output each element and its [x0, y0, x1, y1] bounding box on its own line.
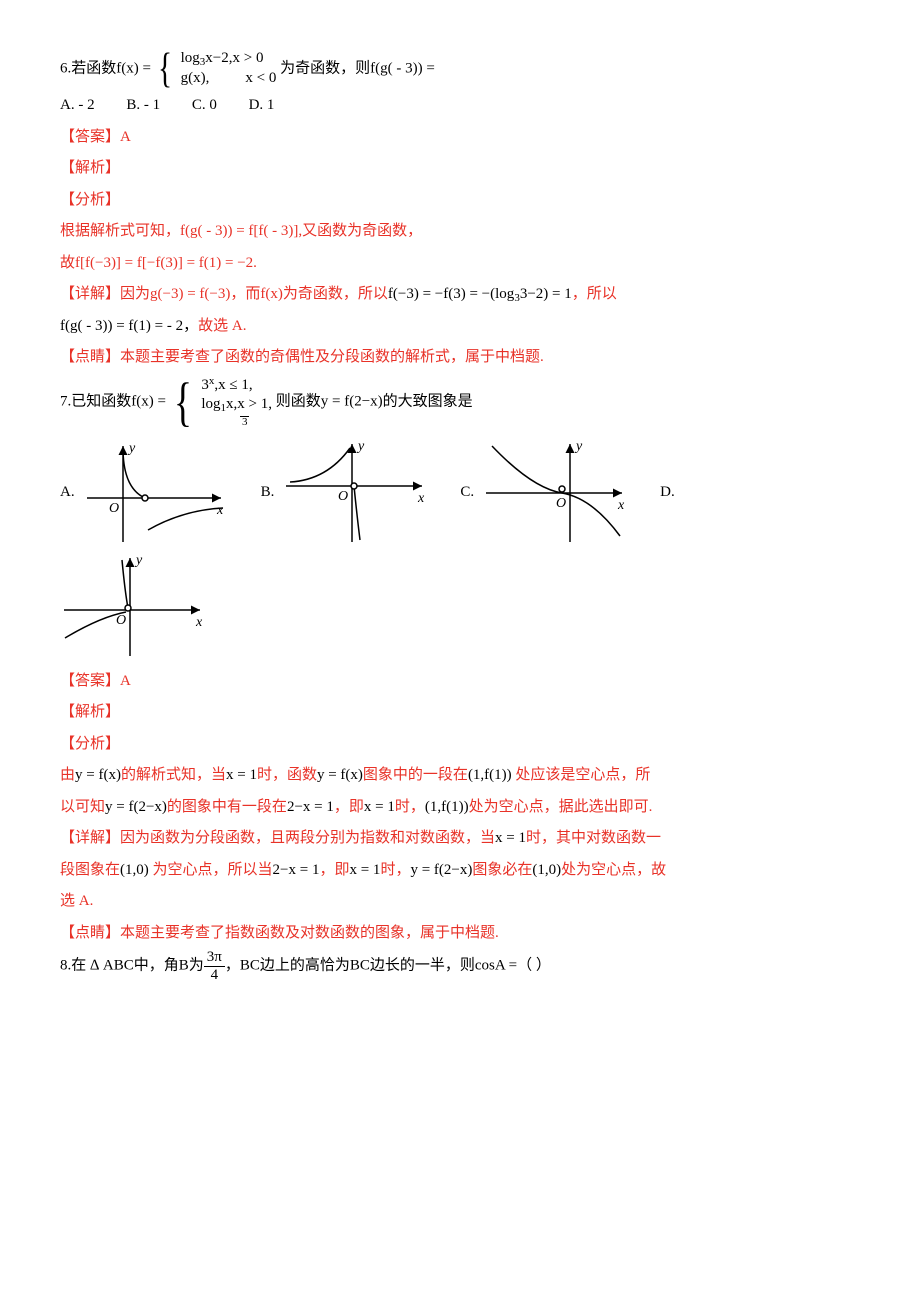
q7-dianjing: 【点睛】本题主要考查了指数函数及对数函数的图象，属于中档题.	[60, 918, 860, 950]
option-label-c: C.	[460, 477, 474, 509]
svg-text:O: O	[116, 613, 126, 628]
q8-prefix: 8.在 ∆ ABC中，角B为	[60, 958, 204, 974]
svg-text:x: x	[617, 498, 625, 513]
q7-jiexi: 【解析】	[60, 697, 860, 729]
plot-c: y x O	[482, 438, 632, 548]
q6-option-d: D. 1	[249, 97, 275, 113]
q7-figure-row2: y x O	[60, 552, 860, 662]
svg-text:O: O	[338, 489, 348, 504]
q7-stem: 7.已知函数f(x) = { 3x,x ≤ 1, log1x,x > 1, 3 …	[60, 374, 860, 430]
svg-text:x: x	[195, 615, 203, 630]
q7-figure-row: A. y x O B. y x O C. y x O D.	[60, 438, 860, 548]
q7-xiangjie-line3: 选 A.	[60, 886, 860, 918]
brace-icon: {	[158, 48, 172, 90]
q8-fraction: 3π4	[204, 949, 225, 983]
q7-option-d-label-only: D.	[660, 477, 683, 509]
q6-stem: 6.若函数f(x) = { log3x−2,x > 0 g(x),x < 0 为…	[60, 48, 860, 90]
q6-fenxi-line1: 根据解析式可知，f(g( - 3)) = f[f( - 3)],又函数为奇函数，	[60, 216, 860, 248]
q6-answer: 【答案】A	[60, 122, 860, 154]
svg-text:O: O	[556, 496, 566, 511]
q7-fenxi-line2: 以可知y = f(2−x)的图象中有一段在2−x = 1，即x = 1时，(1,…	[60, 792, 860, 824]
svg-text:x: x	[216, 503, 224, 518]
q6-stem-prefix: 6.若函数f(x) =	[60, 60, 155, 76]
q7-option-d-figure: y x O	[60, 552, 210, 662]
svg-text:y: y	[127, 441, 136, 456]
q6-dianjing: 【点睛】本题主要考查了函数的奇偶性及分段函数的解析式，属于中档题.	[60, 342, 860, 374]
q7-option-c-figure: C. y x O	[460, 438, 632, 548]
option-label-b: B.	[261, 477, 275, 509]
q6-piecewise: log3x−2,x > 0 g(x),x < 0	[181, 49, 277, 89]
q8-stem: 8.在 ∆ ABC中，角B为3π4，BC边上的高恰为BC边长的一半，则cosA …	[60, 949, 860, 983]
q7-piecewise: 3x,x ≤ 1, log1x,x > 1, 3	[201, 374, 272, 430]
option-label-a: A.	[60, 477, 75, 509]
brace-icon: {	[174, 375, 192, 429]
svg-text:O: O	[109, 501, 119, 516]
q7-option-a-figure: A. y x O	[60, 438, 233, 548]
svg-text:y: y	[134, 553, 143, 568]
q6-option-a: A. - 2	[60, 97, 95, 113]
q6-fenxi-line2: 故f[f(−3)] = f[−f(3)] = f(1) = −2.	[60, 248, 860, 280]
q7-fenxi-label: 【分析】	[60, 729, 860, 761]
q7-answer: 【答案】A	[60, 666, 860, 698]
q7-fenxi-line1: 由y = f(x)的解析式知，当x = 1时，函数y = f(x)图象中的一段在…	[60, 760, 860, 792]
svg-text:y: y	[356, 439, 365, 454]
q6-stem-suffix: 为奇函数，则f(g( - 3)) =	[280, 60, 435, 76]
q7-option-b-figure: B. y x O	[261, 438, 433, 548]
q7-xiangjie-line2: 段图象在(1,0) 为空心点，所以当2−x = 1，即x = 1时，y = f(…	[60, 855, 860, 887]
q6-jiexi: 【解析】	[60, 153, 860, 185]
q6-options: A. - 2 B. - 1 C. 0 D. 1	[60, 90, 860, 122]
q8-suffix: ，BC边上的高恰为BC边长的一半，则cosA =（ ）	[225, 958, 551, 974]
q6-option-b: B. - 1	[126, 97, 160, 113]
option-label-d: D.	[660, 477, 675, 509]
plot-b: y x O	[282, 438, 432, 548]
q6-fenxi-label: 【分析】	[60, 185, 860, 217]
plot-d: y x O	[60, 552, 210, 662]
q7-stem-suffix: 则函数y = f(2−x)的大致图象是	[276, 393, 473, 409]
q6-xiangjie-line1: 【详解】因为g(−3) = f(−3)，而f(x)为奇函数，所以f(−3) = …	[60, 279, 860, 311]
q7-xiangjie-line1: 【详解】因为函数为分段函数，且两段分别为指数和对数函数，当x = 1时，其中对数…	[60, 823, 860, 855]
svg-text:x: x	[417, 491, 425, 506]
q7-stem-prefix: 7.已知函数f(x) =	[60, 393, 170, 409]
plot-a: y x O	[83, 438, 233, 548]
q6-option-c: C. 0	[192, 97, 217, 113]
q6-xiangjie-line2: f(g( - 3)) = f(1) = - 2，故选 A.	[60, 311, 860, 343]
svg-text:y: y	[574, 439, 583, 454]
